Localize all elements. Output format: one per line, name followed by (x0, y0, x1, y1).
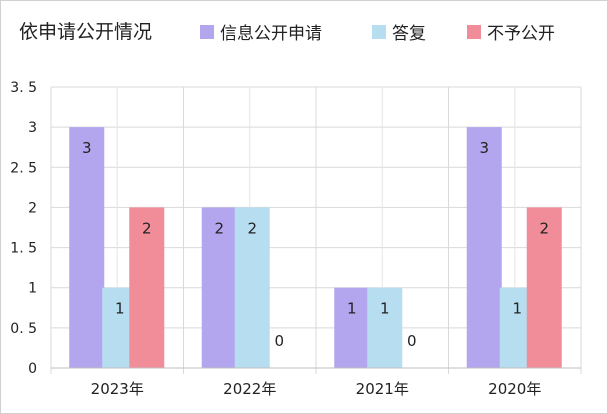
legend-label: 答复 (392, 24, 426, 44)
data-label: 2 (214, 219, 224, 237)
legend-swatch (200, 25, 214, 39)
data-label: 2 (247, 219, 257, 237)
y-tick-label: 0 (28, 361, 37, 377)
legend: 信息公开申请 答复 不予公开 (200, 24, 555, 44)
bar (201, 207, 237, 368)
bar (526, 207, 562, 368)
data-label: 3 (82, 139, 92, 157)
bar (129, 207, 165, 368)
data-label: 1 (380, 300, 390, 318)
bar (234, 207, 270, 368)
x-tick-label: 2023年 (91, 380, 144, 398)
data-label: 1 (512, 300, 522, 318)
chart-title: 依申请公开情况 (19, 21, 152, 43)
legend-label: 不予公开 (487, 24, 555, 44)
data-label: 1 (347, 300, 357, 318)
bar (69, 127, 105, 369)
x-tick-label: 2022年 (223, 380, 276, 398)
x-axis: 2023年 2022年 2021年 2020年 (51, 367, 581, 398)
y-tick-label: 2. 5 (10, 160, 37, 176)
legend-swatch (372, 25, 386, 39)
bar (367, 287, 403, 368)
data-label: 0 (407, 332, 417, 350)
x-tick-label: 2021年 (356, 380, 409, 398)
y-tick-label: 1 (28, 281, 37, 297)
y-tick-label: 2 (28, 200, 37, 216)
y-tick-label: 3. 5 (10, 80, 37, 96)
data-label: 3 (479, 139, 489, 157)
data-label: 0 (274, 332, 284, 350)
data-label: 2 (142, 219, 152, 237)
bar (334, 287, 370, 368)
y-axis: 0 0. 5 1 1. 5 2 2. 5 3 3. 5 (10, 80, 37, 377)
y-tick-label: 1. 5 (10, 241, 37, 257)
legend-label: 信息公开申请 (220, 24, 322, 44)
legend-swatch (467, 25, 481, 39)
x-tick-label: 2020年 (488, 380, 541, 398)
y-tick-label: 0. 5 (10, 321, 37, 337)
data-label: 1 (115, 300, 125, 318)
y-tick-label: 3 (28, 120, 37, 136)
data-label: 2 (539, 219, 549, 237)
bar (466, 127, 502, 369)
